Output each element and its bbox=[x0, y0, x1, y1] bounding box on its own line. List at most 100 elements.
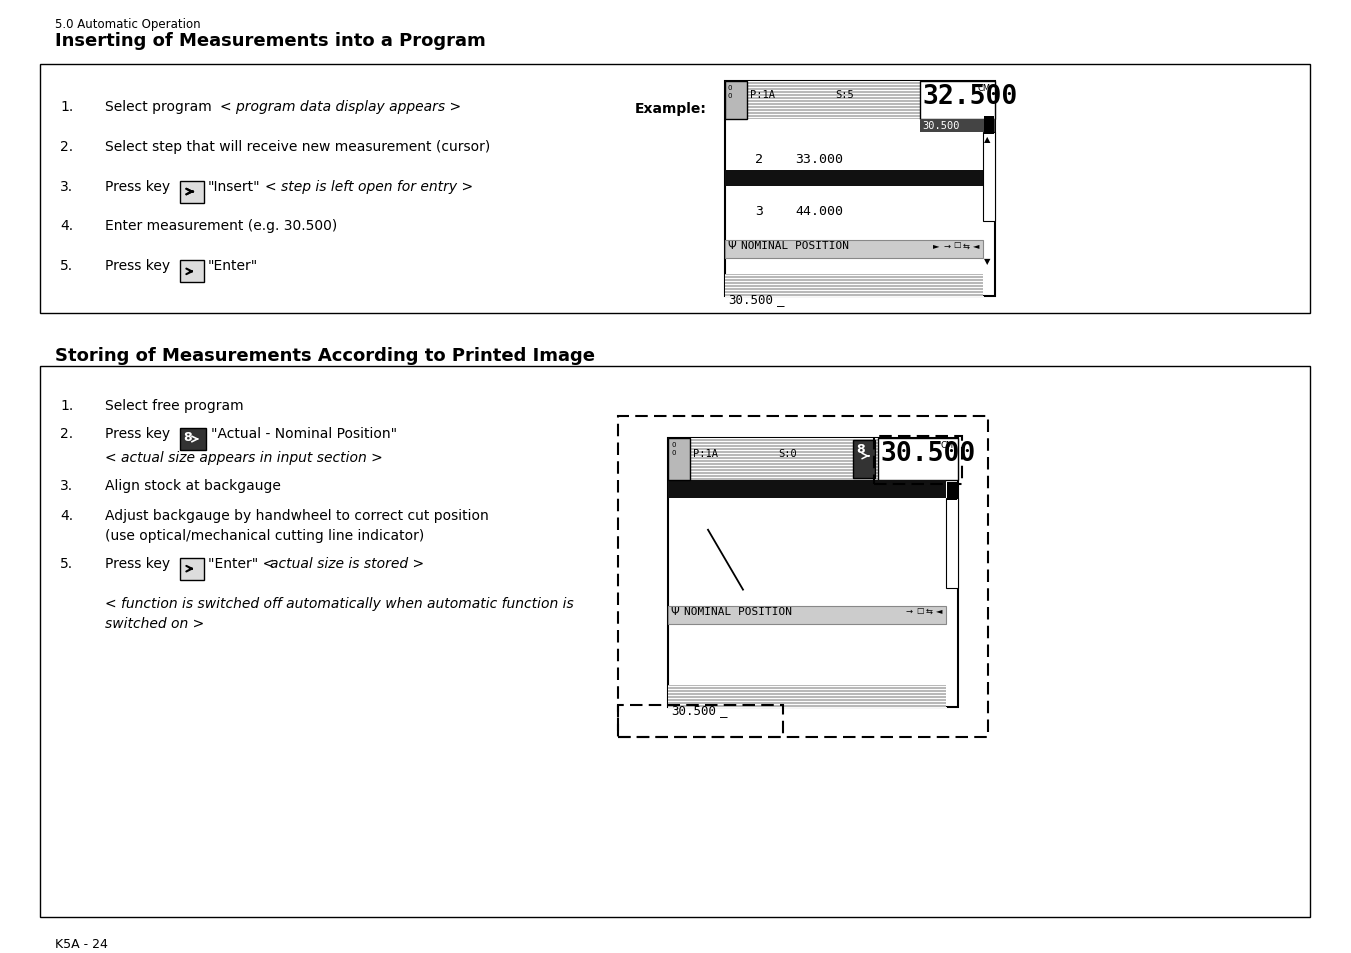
Text: 1.: 1. bbox=[59, 100, 73, 113]
Text: 44.000: 44.000 bbox=[794, 204, 843, 217]
Text: ◄: ◄ bbox=[936, 606, 943, 615]
Bar bbox=[667, 480, 946, 498]
Text: ⇆: ⇆ bbox=[925, 606, 934, 615]
Bar bbox=[667, 606, 946, 624]
Bar bbox=[725, 171, 984, 187]
Text: ⇆: ⇆ bbox=[963, 241, 970, 251]
Text: 0: 0 bbox=[728, 92, 732, 99]
Bar bbox=[920, 119, 994, 132]
Text: 1.: 1. bbox=[59, 398, 73, 413]
Bar bbox=[667, 685, 946, 708]
Text: 30.500: 30.500 bbox=[921, 121, 959, 131]
Text: Enter measurement (e.g. 30.500): Enter measurement (e.g. 30.500) bbox=[105, 219, 338, 233]
Bar bbox=[852, 440, 875, 478]
Bar bbox=[725, 82, 747, 119]
Text: 2.: 2. bbox=[59, 427, 73, 440]
Text: < actual size appears in input section >: < actual size appears in input section > bbox=[105, 451, 382, 464]
Text: K5A - 24: K5A - 24 bbox=[55, 937, 108, 950]
Text: < step is left open for entry >: < step is left open for entry > bbox=[265, 179, 473, 193]
Text: 2.: 2. bbox=[59, 139, 73, 153]
Text: Select free program: Select free program bbox=[105, 398, 243, 413]
Text: Ψ: Ψ bbox=[727, 241, 736, 252]
Bar bbox=[617, 416, 988, 738]
Text: 30.500: 30.500 bbox=[880, 440, 975, 466]
Bar bbox=[180, 429, 205, 451]
Text: 4.: 4. bbox=[59, 219, 73, 233]
Bar bbox=[725, 275, 984, 297]
Bar bbox=[874, 436, 962, 484]
Text: "Enter": "Enter" bbox=[208, 259, 258, 274]
Bar bbox=[725, 241, 984, 259]
Text: Press key: Press key bbox=[105, 259, 170, 274]
Bar bbox=[946, 498, 958, 588]
Text: 32.500: 32.500 bbox=[921, 84, 1017, 110]
Bar bbox=[180, 558, 204, 580]
Text: 2: 2 bbox=[755, 152, 763, 166]
Bar bbox=[180, 261, 204, 283]
Text: < function is switched off automatically when automatic function is: < function is switched off automatically… bbox=[105, 596, 574, 610]
Text: actual size is stored >: actual size is stored > bbox=[270, 557, 424, 570]
Text: ►: ► bbox=[934, 241, 939, 251]
Text: 3.: 3. bbox=[59, 478, 73, 493]
Bar bbox=[725, 82, 994, 297]
Text: →: → bbox=[943, 241, 950, 251]
Text: "Enter" <: "Enter" < bbox=[208, 557, 274, 570]
Text: ◄: ◄ bbox=[973, 241, 979, 251]
Text: _: _ bbox=[777, 294, 785, 307]
Text: Align stock at backgauge: Align stock at backgauge bbox=[105, 478, 281, 493]
Bar bbox=[41, 65, 1310, 314]
Text: S:5: S:5 bbox=[835, 90, 854, 100]
Text: _: _ bbox=[720, 704, 727, 718]
Text: Select program: Select program bbox=[105, 100, 212, 113]
Text: "Actual - Nominal Position": "Actual - Nominal Position" bbox=[211, 427, 397, 440]
Text: ☐: ☐ bbox=[952, 241, 961, 251]
Bar bbox=[984, 132, 994, 222]
Text: 3: 3 bbox=[755, 204, 763, 217]
Text: < program data display appears >: < program data display appears > bbox=[220, 100, 461, 113]
Text: Example:: Example: bbox=[635, 102, 707, 115]
Bar bbox=[617, 705, 784, 738]
Text: 30.500: 30.500 bbox=[728, 294, 773, 307]
Bar bbox=[878, 438, 958, 480]
Text: CM: CM bbox=[940, 440, 954, 450]
Bar bbox=[667, 438, 878, 480]
Bar bbox=[667, 438, 690, 480]
Text: 5.0 Automatic Operation: 5.0 Automatic Operation bbox=[55, 18, 201, 30]
Text: CM: CM bbox=[978, 84, 992, 92]
Text: NOMINAL POSITION: NOMINAL POSITION bbox=[684, 606, 792, 616]
Bar bbox=[725, 82, 920, 119]
Text: Inserting of Measurements into a Program: Inserting of Measurements into a Program bbox=[55, 31, 486, 50]
Text: Press key: Press key bbox=[105, 179, 170, 193]
Text: 4.: 4. bbox=[59, 508, 73, 522]
Text: Press key: Press key bbox=[105, 427, 170, 440]
Text: Adjust backgauge by handwheel to correct cut position: Adjust backgauge by handwheel to correct… bbox=[105, 508, 489, 522]
Text: ▼: ▼ bbox=[984, 257, 990, 266]
Text: switched on >: switched on > bbox=[105, 616, 204, 630]
Bar bbox=[180, 181, 204, 203]
Text: →: → bbox=[907, 606, 913, 615]
Text: P:1A: P:1A bbox=[693, 449, 717, 458]
Text: 0: 0 bbox=[671, 450, 676, 456]
Text: Storing of Measurements According to Printed Image: Storing of Measurements According to Pri… bbox=[55, 347, 594, 365]
Bar bbox=[920, 82, 994, 119]
Text: "Insert": "Insert" bbox=[208, 179, 261, 193]
Text: Press key: Press key bbox=[105, 557, 170, 570]
Text: 8: 8 bbox=[857, 442, 865, 456]
Text: ☐: ☐ bbox=[916, 606, 924, 615]
Bar bbox=[667, 438, 958, 708]
Text: 5.: 5. bbox=[59, 259, 73, 274]
Text: 8: 8 bbox=[182, 431, 192, 443]
Text: 33.000: 33.000 bbox=[794, 152, 843, 166]
Text: P:1A: P:1A bbox=[750, 90, 775, 100]
Text: Select step that will receive new measurement (cursor): Select step that will receive new measur… bbox=[105, 139, 490, 153]
Text: S:0: S:0 bbox=[778, 449, 797, 458]
Text: 0: 0 bbox=[671, 441, 676, 448]
Text: NOMINAL POSITION: NOMINAL POSITION bbox=[740, 241, 848, 252]
Bar bbox=[41, 367, 1310, 917]
Text: (use optical/mechanical cutting line indicator): (use optical/mechanical cutting line ind… bbox=[105, 528, 424, 542]
Text: ▲: ▲ bbox=[984, 134, 990, 144]
Text: Ψ: Ψ bbox=[670, 606, 678, 616]
Text: 0: 0 bbox=[728, 85, 732, 91]
Bar bbox=[947, 482, 957, 500]
Text: 3.: 3. bbox=[59, 179, 73, 193]
